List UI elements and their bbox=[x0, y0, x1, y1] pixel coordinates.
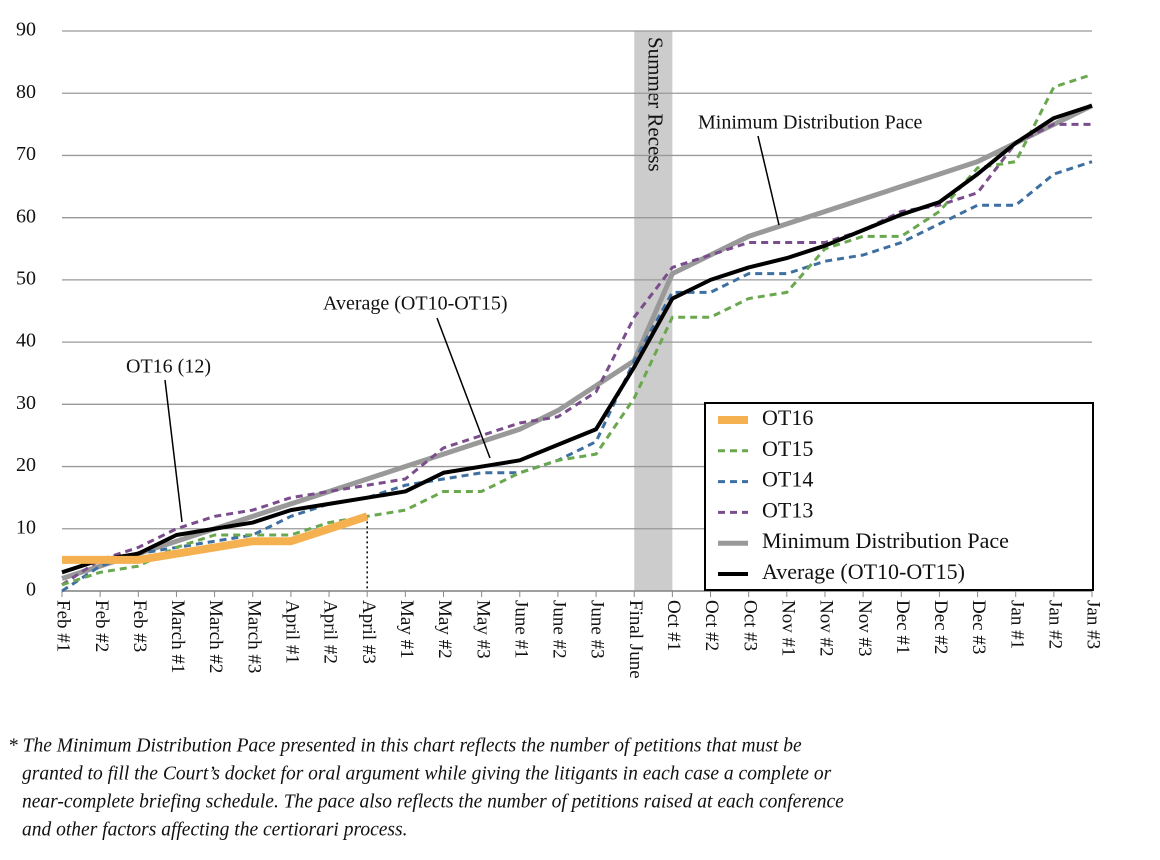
series-line bbox=[62, 512, 369, 564]
y-tick-label: 30 bbox=[16, 392, 36, 414]
x-tick-label: Nov #2 bbox=[816, 600, 837, 656]
x-tick-label: Nov #3 bbox=[854, 600, 875, 656]
y-tick-label: 0 bbox=[26, 579, 36, 601]
footnote: * The Minimum Distribution Pace presente… bbox=[8, 735, 802, 756]
legend-label: OT15 bbox=[762, 436, 813, 461]
x-tick-label: Dec #1 bbox=[892, 600, 913, 654]
x-tick-label: Jan #1 bbox=[1006, 600, 1027, 649]
y-tick-label: 40 bbox=[16, 330, 36, 352]
x-tick-label: May #3 bbox=[472, 600, 493, 659]
leader bbox=[757, 135, 780, 226]
x-tick-label: April #3 bbox=[358, 600, 379, 664]
leader bbox=[164, 379, 183, 523]
x-tick-label: Final June bbox=[625, 600, 646, 679]
x-tick-label: March #2 bbox=[205, 600, 226, 673]
legend-label: OT13 bbox=[762, 497, 813, 522]
x-tick-label: Feb #2 bbox=[91, 600, 112, 652]
x-tick-label: May #1 bbox=[396, 600, 417, 659]
x-tick-label: May #2 bbox=[434, 600, 455, 659]
x-tick-label: March #1 bbox=[167, 600, 188, 673]
series-line bbox=[61, 160, 1093, 593]
footnote: granted to fill the Court’s docket for o… bbox=[22, 763, 832, 784]
series-line bbox=[61, 122, 1092, 587]
footnote: and other factors affecting the certiora… bbox=[22, 819, 407, 840]
recess-label: Summer Recess bbox=[643, 37, 667, 172]
x-tick-label: Jan #3 bbox=[1083, 600, 1104, 649]
y-tick-label: 80 bbox=[16, 81, 36, 103]
x-tick-label: Oct #1 bbox=[663, 600, 684, 651]
y-tick-label: 10 bbox=[16, 516, 36, 538]
x-tick-label: Feb #1 bbox=[53, 600, 74, 652]
legend-label: Average (OT10-OT15) bbox=[762, 559, 965, 584]
y-tick-label: 70 bbox=[16, 143, 36, 165]
x-tick-label: June #1 bbox=[510, 600, 531, 659]
y-tick-label: 20 bbox=[16, 454, 36, 476]
x-tick-label: Jan #2 bbox=[1044, 600, 1065, 649]
x-tick-label: April #1 bbox=[282, 600, 303, 664]
y-tick-label: 60 bbox=[16, 205, 36, 227]
y-tick-label: 50 bbox=[16, 267, 36, 289]
x-tick-label: April #2 bbox=[320, 600, 341, 664]
series-line bbox=[61, 73, 1093, 587]
x-tick-label: June #2 bbox=[549, 600, 570, 659]
footnote: near-complete briefing schedule. The pac… bbox=[22, 791, 844, 812]
x-tick-label: Feb #3 bbox=[129, 600, 150, 652]
series-line bbox=[61, 103, 1094, 581]
legend-label: OT14 bbox=[762, 467, 813, 492]
leader bbox=[436, 317, 491, 459]
legend-box bbox=[704, 402, 1094, 591]
x-tick-label: June #3 bbox=[587, 600, 608, 659]
annotation: Minimum Distribution Pace bbox=[698, 112, 923, 134]
annotation: OT16 (12) bbox=[126, 356, 211, 378]
x-tick-label: Dec #3 bbox=[968, 600, 989, 654]
x-tick-label: Oct #3 bbox=[739, 600, 760, 651]
series-line bbox=[61, 103, 1093, 575]
legend-label: OT16 bbox=[762, 405, 813, 430]
x-tick-label: Nov #1 bbox=[777, 600, 798, 656]
x-tick-label: March #3 bbox=[243, 600, 264, 673]
x-tick-label: Oct #2 bbox=[701, 600, 722, 651]
legend-label: Minimum Distribution Pace bbox=[762, 528, 1009, 553]
y-tick-label: 90 bbox=[16, 19, 36, 41]
x-tick-label: Dec #2 bbox=[930, 600, 951, 654]
annotation: Average (OT10-OT15) bbox=[323, 293, 508, 315]
